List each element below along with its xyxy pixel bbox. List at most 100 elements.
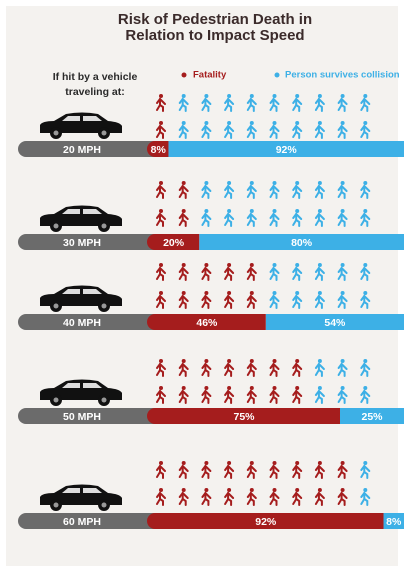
pedestrian-head <box>204 488 208 492</box>
pedestrian-icon <box>248 209 256 226</box>
pedestrian-body <box>293 186 301 191</box>
pedestrian-body <box>342 274 345 280</box>
pedestrian-icon <box>339 461 347 478</box>
pedestrian-body <box>157 296 165 301</box>
pedestrian-icon <box>202 461 210 478</box>
pedestrian-body <box>225 214 233 219</box>
pedestrian-head <box>182 263 186 267</box>
pedestrian-body <box>225 268 233 273</box>
pedestrian-head <box>182 209 186 213</box>
pedestrian-icon <box>293 181 301 198</box>
pedestrian-body <box>251 105 254 111</box>
pedestrian-body <box>274 397 277 403</box>
pedestrian-head <box>227 181 231 185</box>
pedestrian-body <box>248 493 256 498</box>
pedestrian-body <box>160 105 163 111</box>
pedestrian-body <box>157 214 165 219</box>
pedestrian-body <box>248 99 256 104</box>
pedestrian-body <box>274 302 277 308</box>
pedestrian-head <box>182 461 186 465</box>
pedestrian-body <box>225 493 233 498</box>
pedestrian-icon <box>361 94 369 111</box>
pedestrian-head <box>341 263 345 267</box>
pedestrian-body <box>228 472 231 478</box>
pedestrian-body <box>248 126 256 131</box>
value-label: 8% <box>151 144 167 156</box>
car-hub <box>54 398 59 403</box>
pedestrian-body <box>157 268 165 273</box>
pedestrian-body <box>316 391 324 396</box>
pedestrian-icon <box>316 359 324 376</box>
pedestrian-head <box>182 291 186 295</box>
pedestrian-body <box>316 296 324 301</box>
pedestrian-body <box>225 296 233 301</box>
pedestrian-body <box>202 99 210 104</box>
pedestrian-icon <box>225 121 233 138</box>
pedestrian-body <box>342 370 345 376</box>
pedestrian-head <box>182 386 186 390</box>
pedestrian-body <box>339 296 347 301</box>
pedestrian-body <box>160 274 163 280</box>
pedestrian-icon <box>180 488 188 505</box>
pedestrian-head <box>318 121 322 125</box>
pedestrian-head <box>363 94 367 98</box>
pedestrian-body <box>361 214 369 219</box>
pedestrian-body <box>202 466 210 471</box>
pedestrian-body <box>293 268 301 273</box>
pedestrian-icon <box>316 386 324 403</box>
pedestrian-icon <box>202 263 210 280</box>
pedestrian-icon <box>316 291 324 308</box>
car-hub <box>102 398 107 403</box>
pedestrian-body <box>319 220 322 226</box>
pedestrian-body <box>251 302 254 308</box>
pedestrian-head <box>295 121 299 125</box>
chart: FatalityPerson survives collision20 MPH8… <box>0 0 404 572</box>
pedestrian-head <box>363 461 367 465</box>
pedestrian-body <box>361 296 369 301</box>
legend-label: Fatality <box>193 70 227 81</box>
pedestrian-body <box>157 466 165 471</box>
pedestrian-head <box>204 181 208 185</box>
pedestrian-icon <box>316 181 324 198</box>
pedestrian-icon <box>157 263 165 280</box>
pedestrian-head <box>341 94 345 98</box>
pedestrian-icon <box>225 386 233 403</box>
pedestrian-body <box>180 364 188 369</box>
pedestrian-body <box>160 499 163 505</box>
pedestrian-head <box>341 488 345 492</box>
pedestrian-body <box>296 192 299 198</box>
pedestrian-head <box>227 359 231 363</box>
pedestrian-body <box>225 126 233 131</box>
pedestrian-body <box>319 370 322 376</box>
pedestrian-head <box>250 263 254 267</box>
pedestrian-body <box>293 493 301 498</box>
pedestrian-icon <box>225 461 233 478</box>
pedestrian-body <box>160 397 163 403</box>
pedestrian-icon <box>361 386 369 403</box>
value-label: 20% <box>163 237 185 249</box>
pedestrian-body <box>274 370 277 376</box>
pedestrian-icon <box>248 291 256 308</box>
value-label: 54% <box>324 317 346 329</box>
pedestrian-body <box>319 192 322 198</box>
pedestrian-icon <box>293 488 301 505</box>
pedestrian-head <box>318 263 322 267</box>
pedestrian-icon <box>248 359 256 376</box>
pedestrian-icon <box>248 181 256 198</box>
pedestrian-head <box>295 209 299 213</box>
pedestrian-icon <box>202 386 210 403</box>
pedestrian-icon <box>361 291 369 308</box>
pedestrian-body <box>274 220 277 226</box>
pedestrian-body <box>274 105 277 111</box>
pedestrian-body <box>248 296 256 301</box>
pedestrian-head <box>318 181 322 185</box>
pedestrian-head <box>159 263 163 267</box>
pedestrian-icon <box>339 209 347 226</box>
pedestrian-body <box>248 214 256 219</box>
pedestrian-body <box>228 132 231 138</box>
pedestrian-body <box>180 296 188 301</box>
pedestrian-body <box>361 268 369 273</box>
pedestrian-icon <box>271 461 279 478</box>
pedestrian-body <box>205 472 208 478</box>
pedestrian-body <box>296 397 299 403</box>
